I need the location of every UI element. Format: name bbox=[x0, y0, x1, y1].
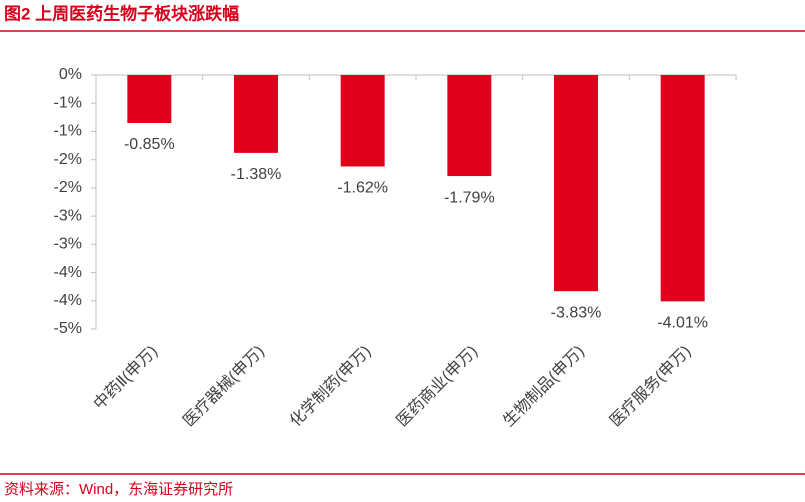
x-tick-label: 化学制药(申万) bbox=[286, 342, 374, 430]
source-note: 资料来源：Wind，东海证券研究所 bbox=[4, 481, 233, 498]
x-tick-label: 中药Ⅱ(申万) bbox=[90, 342, 161, 413]
chart-title: 图2 上周医药生物子板块涨跌幅 bbox=[4, 3, 239, 23]
y-tick-label: -5% bbox=[54, 320, 82, 337]
y-tick-label: -2% bbox=[54, 179, 82, 196]
x-tick-label: 医疗器械(申万) bbox=[180, 342, 268, 430]
x-tick-label: 医药商业(申万) bbox=[393, 342, 481, 430]
y-tick-label: -1% bbox=[54, 94, 82, 111]
value-label: -4.01% bbox=[657, 315, 708, 332]
y-tick-label: -2% bbox=[54, 151, 82, 168]
bar bbox=[340, 75, 385, 167]
y-tick-label: -4% bbox=[54, 264, 82, 281]
x-tick-label: 生物制品(申万) bbox=[500, 342, 588, 430]
y-tick-label: -3% bbox=[54, 236, 82, 253]
bar bbox=[234, 75, 278, 153]
value-label: -3.83% bbox=[551, 304, 602, 321]
bar bbox=[660, 75, 705, 302]
x-tick-label: 医疗服务(申万) bbox=[606, 342, 694, 430]
bar bbox=[554, 75, 598, 292]
y-tick-label: -3% bbox=[54, 207, 82, 224]
y-tick-label: -1% bbox=[54, 123, 82, 140]
y-tick-label: -4% bbox=[54, 292, 82, 309]
value-label: -0.85% bbox=[124, 136, 175, 153]
bar bbox=[447, 75, 492, 177]
bar bbox=[127, 75, 172, 123]
value-label: -1.62% bbox=[337, 180, 388, 197]
y-tick-label: 0% bbox=[59, 66, 82, 83]
value-label: -1.79% bbox=[444, 189, 495, 206]
value-label: -1.38% bbox=[231, 166, 282, 183]
